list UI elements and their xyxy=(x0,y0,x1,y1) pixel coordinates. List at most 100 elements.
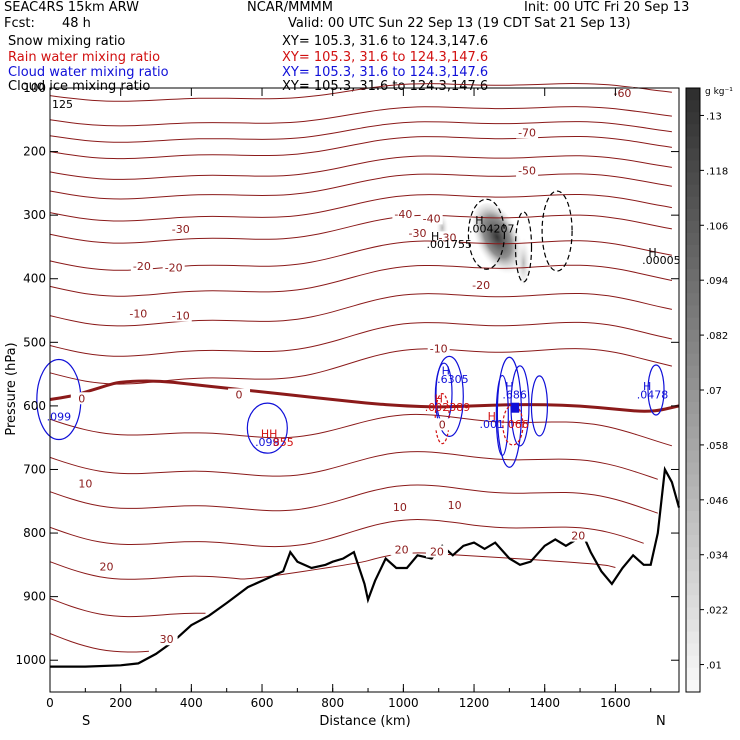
colorbar-tick-label: .046 xyxy=(706,496,728,507)
cloud-ice-contour xyxy=(467,198,506,270)
y-tick-label: 600 xyxy=(23,399,46,413)
x-axis-label: Distance (km) xyxy=(319,714,410,729)
temperature-label: -10 xyxy=(129,308,147,321)
temperature-label-bg xyxy=(228,388,251,401)
model-title: SEAC4RS 15km ARW xyxy=(4,0,140,15)
direction-start: S xyxy=(82,714,90,729)
temperature-label-bg xyxy=(567,529,590,542)
y-tick-label: 200 xyxy=(23,145,46,159)
colorbar-segment xyxy=(686,426,700,439)
isotherm-line xyxy=(49,193,672,222)
temperature-label: 0 xyxy=(78,392,85,405)
extremum-label: H xyxy=(643,380,651,393)
temperature-label: 0 xyxy=(439,418,446,431)
snow-shading-core xyxy=(472,203,525,279)
temperature-label-bg xyxy=(74,477,97,490)
temperature-label-bg xyxy=(427,342,450,355)
x-tick-label: 400 xyxy=(180,696,203,710)
legend-cloud-ice-xy: XY= 105.3, 31.6 to 124.3,147.6 xyxy=(282,79,489,94)
colorbar-segment xyxy=(686,112,700,125)
temperature-label: 20 xyxy=(571,530,585,543)
colorbar-tick-label: .082 xyxy=(706,331,728,342)
cloud-water-contour xyxy=(510,365,530,447)
isotherm-line xyxy=(49,321,673,357)
isotherm-line xyxy=(49,292,673,327)
temperature-label: -50 xyxy=(518,165,536,178)
temperature-label: 10 xyxy=(393,501,407,514)
colorbar-segment xyxy=(686,643,700,657)
isotherm-line xyxy=(49,348,673,385)
colorbar-segment xyxy=(686,414,700,427)
x-tick-label: 0 xyxy=(46,696,54,710)
temperature-label-bg xyxy=(392,207,415,220)
forecast-hours: 48 h xyxy=(62,16,91,31)
extremum-label: .6305 xyxy=(437,373,469,386)
extremum-label: H xyxy=(435,393,443,406)
temperature-label: 10 xyxy=(78,477,92,490)
isotherm-line xyxy=(49,214,672,244)
cloud-water-contour xyxy=(647,364,665,416)
colorbar-segment xyxy=(686,595,700,608)
y-tick-label: 300 xyxy=(23,208,46,222)
temperature-label-bg xyxy=(127,307,150,320)
extremum-label: H xyxy=(648,246,656,259)
colorbar-segment xyxy=(686,571,700,584)
y-tick-label: 800 xyxy=(23,526,46,540)
temperature-label: 10 xyxy=(448,499,462,512)
x-tick-label: 1000 xyxy=(388,696,419,710)
temperature-label-bg xyxy=(516,164,539,177)
colorbar-segment xyxy=(686,679,700,693)
isotherm-line xyxy=(49,83,672,102)
isotherm-line xyxy=(49,633,149,653)
temperature-label: -70 xyxy=(518,127,536,140)
colorbar-segment xyxy=(686,474,700,488)
colorbar-segment xyxy=(686,559,700,572)
legend-snow-xy: XY= 105.3, 31.6 to 124.3,147.6 xyxy=(282,34,489,49)
legend-cloud-water-xy: XY= 105.3, 31.6 to 124.3,147.6 xyxy=(282,65,489,80)
colorbar-segment xyxy=(686,269,700,282)
colorbar-segment xyxy=(686,583,700,596)
y-tick-label: 500 xyxy=(23,335,46,349)
isotherm-line xyxy=(49,552,616,580)
colorbar-segment xyxy=(686,208,700,222)
colorbar-segment xyxy=(686,257,700,270)
legend-cloud-water-label: Cloud water mixing ratio xyxy=(8,65,169,80)
cloud-water-max-marker xyxy=(511,402,520,413)
colorbar-segment xyxy=(686,245,700,258)
extremum-label: H xyxy=(431,230,439,243)
colorbar-segment xyxy=(686,172,700,186)
temperature-label-bg xyxy=(470,279,493,292)
cloud-ice-contour xyxy=(514,211,533,283)
y-extra-tick-label: 125 xyxy=(52,98,73,111)
x-tick-label: 1200 xyxy=(459,696,490,710)
temperature-label-bg xyxy=(155,633,178,646)
extremum-label: H xyxy=(505,380,513,393)
x-tick-label: 200 xyxy=(109,696,132,710)
temperature-label-bg xyxy=(162,261,185,274)
forecast-label: Fcst: xyxy=(4,16,35,31)
colorbar-segment xyxy=(686,667,700,681)
temperature-label-bg xyxy=(516,126,539,139)
colorbar-segment xyxy=(686,438,700,451)
extremum-label: .0478 xyxy=(637,388,669,401)
colorbar-segment xyxy=(686,184,700,198)
colorbar-tick-label: .022 xyxy=(706,606,728,617)
colorbar-segment xyxy=(686,402,700,415)
colorbar-segment xyxy=(686,124,700,137)
colorbar-segment xyxy=(686,655,700,669)
isotherm-line xyxy=(49,155,672,180)
temperature-label-bg xyxy=(431,418,454,431)
colorbar-segment xyxy=(686,220,700,234)
isotherm-line xyxy=(49,106,672,127)
center-label: NCAR/MMMM xyxy=(247,0,333,15)
colorbar-segment xyxy=(686,317,700,331)
colorbar-tick-label: .058 xyxy=(706,441,728,452)
colorbar-tick-label: .07 xyxy=(706,386,722,397)
cloud-water-contour xyxy=(496,356,522,468)
colorbar-segment xyxy=(686,100,700,113)
extremum-label: H xyxy=(442,365,450,378)
colorbar-segment xyxy=(686,510,700,524)
colorbar-segment xyxy=(686,365,700,379)
extremum-label: .002389 xyxy=(425,401,471,414)
